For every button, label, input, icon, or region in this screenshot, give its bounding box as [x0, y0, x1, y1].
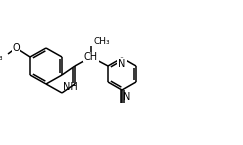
- Text: N: N: [123, 92, 130, 102]
- Text: NH: NH: [63, 82, 78, 92]
- Text: O: O: [12, 43, 20, 53]
- Text: CH: CH: [84, 52, 98, 62]
- Text: CH₃: CH₃: [0, 52, 3, 61]
- Text: N: N: [118, 59, 126, 69]
- Text: CH₃: CH₃: [93, 37, 110, 46]
